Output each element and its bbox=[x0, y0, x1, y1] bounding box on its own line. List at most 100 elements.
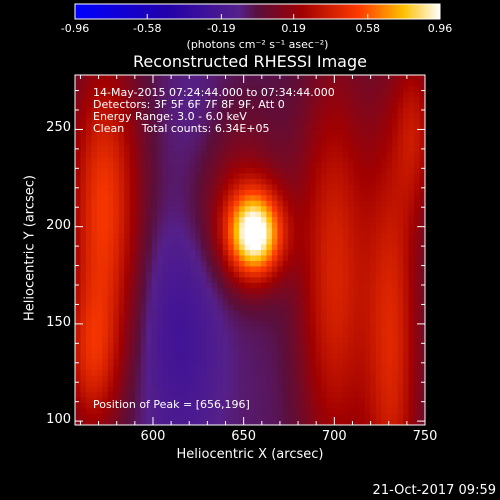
heatmap-cell bbox=[315, 140, 322, 147]
heatmap-cell bbox=[113, 80, 120, 87]
heatmap-cell bbox=[403, 135, 409, 142]
heatmap-cell bbox=[113, 140, 120, 147]
heatmap-cell bbox=[167, 211, 174, 218]
heatmap-cell bbox=[260, 321, 267, 327]
heatmap-cell bbox=[80, 107, 87, 114]
heatmap-cell bbox=[129, 250, 136, 256]
heatmap-cell bbox=[282, 146, 289, 152]
heatmap-cell bbox=[206, 282, 213, 289]
heatmap-cell bbox=[392, 124, 399, 131]
heatmap-cell bbox=[408, 326, 415, 333]
heatmap-cell bbox=[244, 408, 251, 415]
heatmap-cell bbox=[255, 189, 262, 196]
heatmap-cell bbox=[146, 364, 152, 371]
heatmap-cell bbox=[304, 370, 311, 377]
heatmap-cell bbox=[85, 124, 92, 131]
heatmap-cell bbox=[299, 206, 306, 213]
heatmap-cell bbox=[222, 129, 229, 136]
heatmap-cell bbox=[184, 277, 191, 284]
heatmap-cell bbox=[364, 419, 371, 426]
heatmap-cell bbox=[244, 321, 251, 327]
heatmap-cell bbox=[189, 91, 196, 98]
heatmap-cell bbox=[299, 239, 306, 245]
heatmap-cell bbox=[206, 315, 213, 322]
heatmap-cell bbox=[353, 386, 360, 393]
heatmap-cell bbox=[414, 184, 420, 191]
heatmap-cell bbox=[91, 266, 98, 273]
heatmap-cell bbox=[348, 244, 355, 251]
heatmap-cell bbox=[419, 310, 426, 317]
heatmap-cell bbox=[359, 370, 366, 377]
heatmap-cell bbox=[184, 200, 191, 207]
heatmap-cell bbox=[146, 189, 152, 196]
heatmap-cell bbox=[359, 255, 366, 262]
heatmap-cell bbox=[304, 304, 311, 311]
heatmap-cell bbox=[184, 75, 191, 81]
heatmap-cell bbox=[359, 178, 366, 185]
heatmap-cell bbox=[129, 326, 136, 333]
heatmap-cell bbox=[321, 239, 327, 245]
heatmap-cell bbox=[375, 107, 382, 114]
heatmap-cell bbox=[178, 118, 185, 125]
heatmap-cell bbox=[162, 96, 169, 103]
heatmap-cell bbox=[288, 419, 295, 426]
heatmap-cell bbox=[75, 332, 81, 338]
heatmap-cell bbox=[277, 157, 284, 163]
heatmap-cell bbox=[96, 348, 103, 355]
heatmap-cell bbox=[403, 217, 409, 224]
heatmap-cell bbox=[359, 80, 366, 87]
heatmap-cell bbox=[299, 124, 306, 131]
heatmap-cell bbox=[91, 189, 98, 196]
heatmap-cell bbox=[222, 146, 229, 152]
heatmap-cell bbox=[250, 135, 256, 142]
heatmap-cell bbox=[91, 386, 98, 393]
heatmap-cell bbox=[80, 162, 87, 169]
heatmap-cell bbox=[129, 299, 136, 306]
heatmap-cell bbox=[260, 189, 267, 196]
heatmap-cell bbox=[397, 129, 404, 136]
heatmap-cell bbox=[85, 228, 92, 234]
heatmap-cell bbox=[321, 255, 327, 262]
heatmap-cell bbox=[184, 96, 191, 103]
heatmap-cell bbox=[124, 189, 131, 196]
heatmap-cell bbox=[288, 353, 295, 360]
heatmap-cell bbox=[239, 293, 245, 300]
heatmap-cell bbox=[167, 310, 174, 317]
heatmap-cell bbox=[353, 321, 360, 327]
heatmap-cell bbox=[359, 364, 366, 371]
heatmap-cell bbox=[118, 403, 125, 409]
heatmap-cell bbox=[353, 91, 360, 98]
heatmap-cell bbox=[244, 332, 251, 338]
heatmap-cell bbox=[386, 146, 393, 152]
heatmap-cell bbox=[266, 107, 273, 114]
heatmap-cell bbox=[250, 419, 256, 426]
heatmap-cell bbox=[282, 75, 289, 81]
heatmap-cell bbox=[419, 107, 426, 114]
heatmap-cell bbox=[178, 206, 185, 213]
heatmap-cell bbox=[381, 403, 388, 409]
heatmap-cell bbox=[392, 80, 399, 87]
heatmap-cell bbox=[310, 332, 317, 338]
heatmap-cell bbox=[85, 304, 92, 311]
heatmap-cell bbox=[96, 271, 103, 278]
heatmap-cell bbox=[189, 381, 196, 388]
heatmap-cell bbox=[288, 107, 295, 114]
heatmap-cell bbox=[250, 386, 256, 393]
heatmap-cell bbox=[364, 96, 371, 103]
heatmap-cell bbox=[255, 157, 262, 163]
heatmap-cell bbox=[200, 381, 207, 388]
heatmap-cell bbox=[271, 271, 278, 278]
heatmap-cell bbox=[359, 233, 366, 240]
heatmap-cell bbox=[255, 293, 262, 300]
heatmap-cell bbox=[397, 178, 404, 185]
heatmap-cell bbox=[146, 135, 152, 142]
heatmap-cell bbox=[260, 162, 267, 169]
heatmap-cell bbox=[151, 353, 158, 360]
heatmap-cell bbox=[260, 244, 267, 251]
heatmap-cell bbox=[91, 326, 98, 333]
heatmap-cell bbox=[260, 364, 267, 371]
heatmap-cell bbox=[315, 304, 322, 311]
heatmap-cell bbox=[299, 266, 306, 273]
heatmap-cell bbox=[332, 392, 338, 399]
heatmap-cell bbox=[173, 304, 180, 311]
